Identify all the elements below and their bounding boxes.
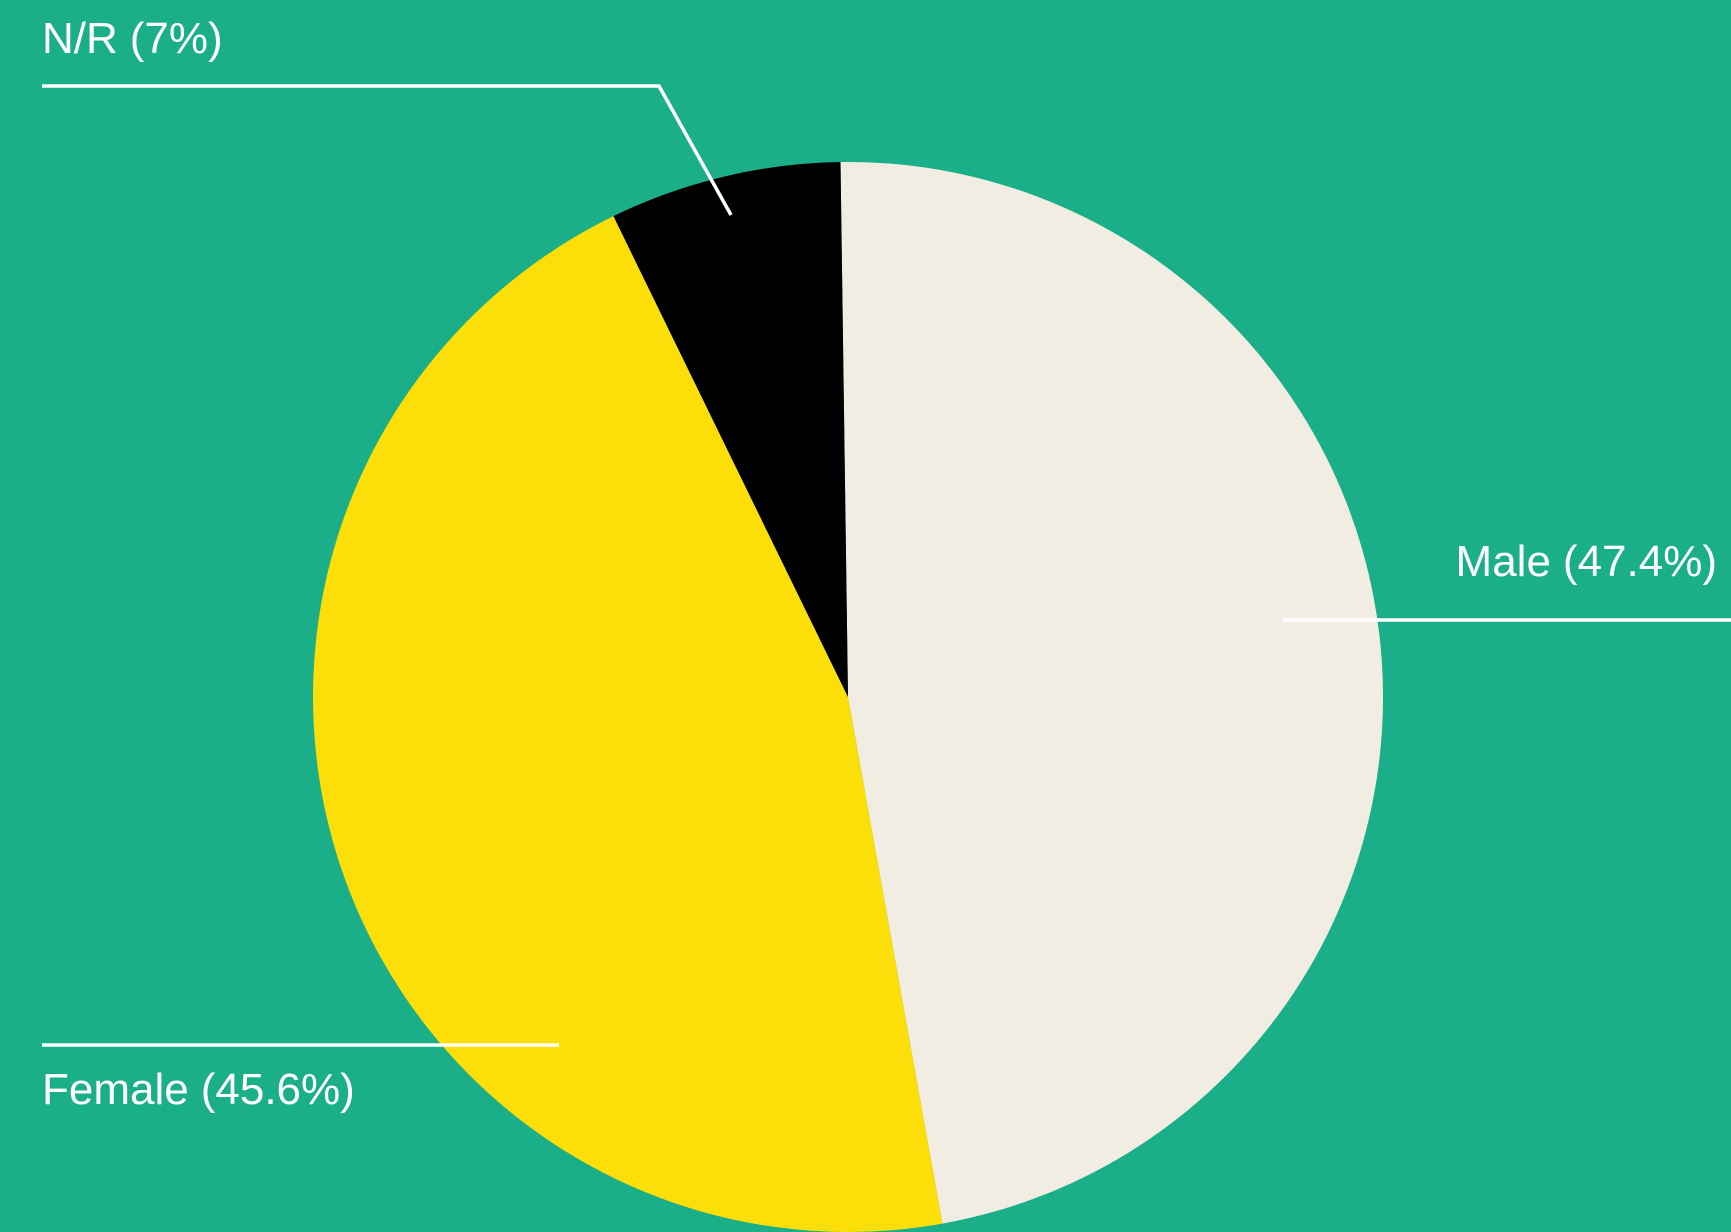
value-label: (7%) — [130, 14, 223, 63]
category-label: Male — [1456, 537, 1551, 586]
category-label: Female — [42, 1065, 189, 1114]
pie — [313, 161, 1384, 1232]
category-label: N/R — [42, 14, 118, 63]
slice-label: N/R (7%) — [42, 14, 223, 63]
pie-slice — [313, 216, 943, 1232]
slice-label: Female (45.6%) — [42, 1065, 355, 1114]
pie-slice — [613, 162, 848, 697]
leader-line — [42, 84, 733, 216]
slice-label: Male (47.4%) — [1456, 537, 1717, 586]
value-label: (47.4%) — [1563, 537, 1717, 586]
pie-slice — [840, 161, 1384, 1224]
value-label: (45.6%) — [201, 1065, 355, 1114]
